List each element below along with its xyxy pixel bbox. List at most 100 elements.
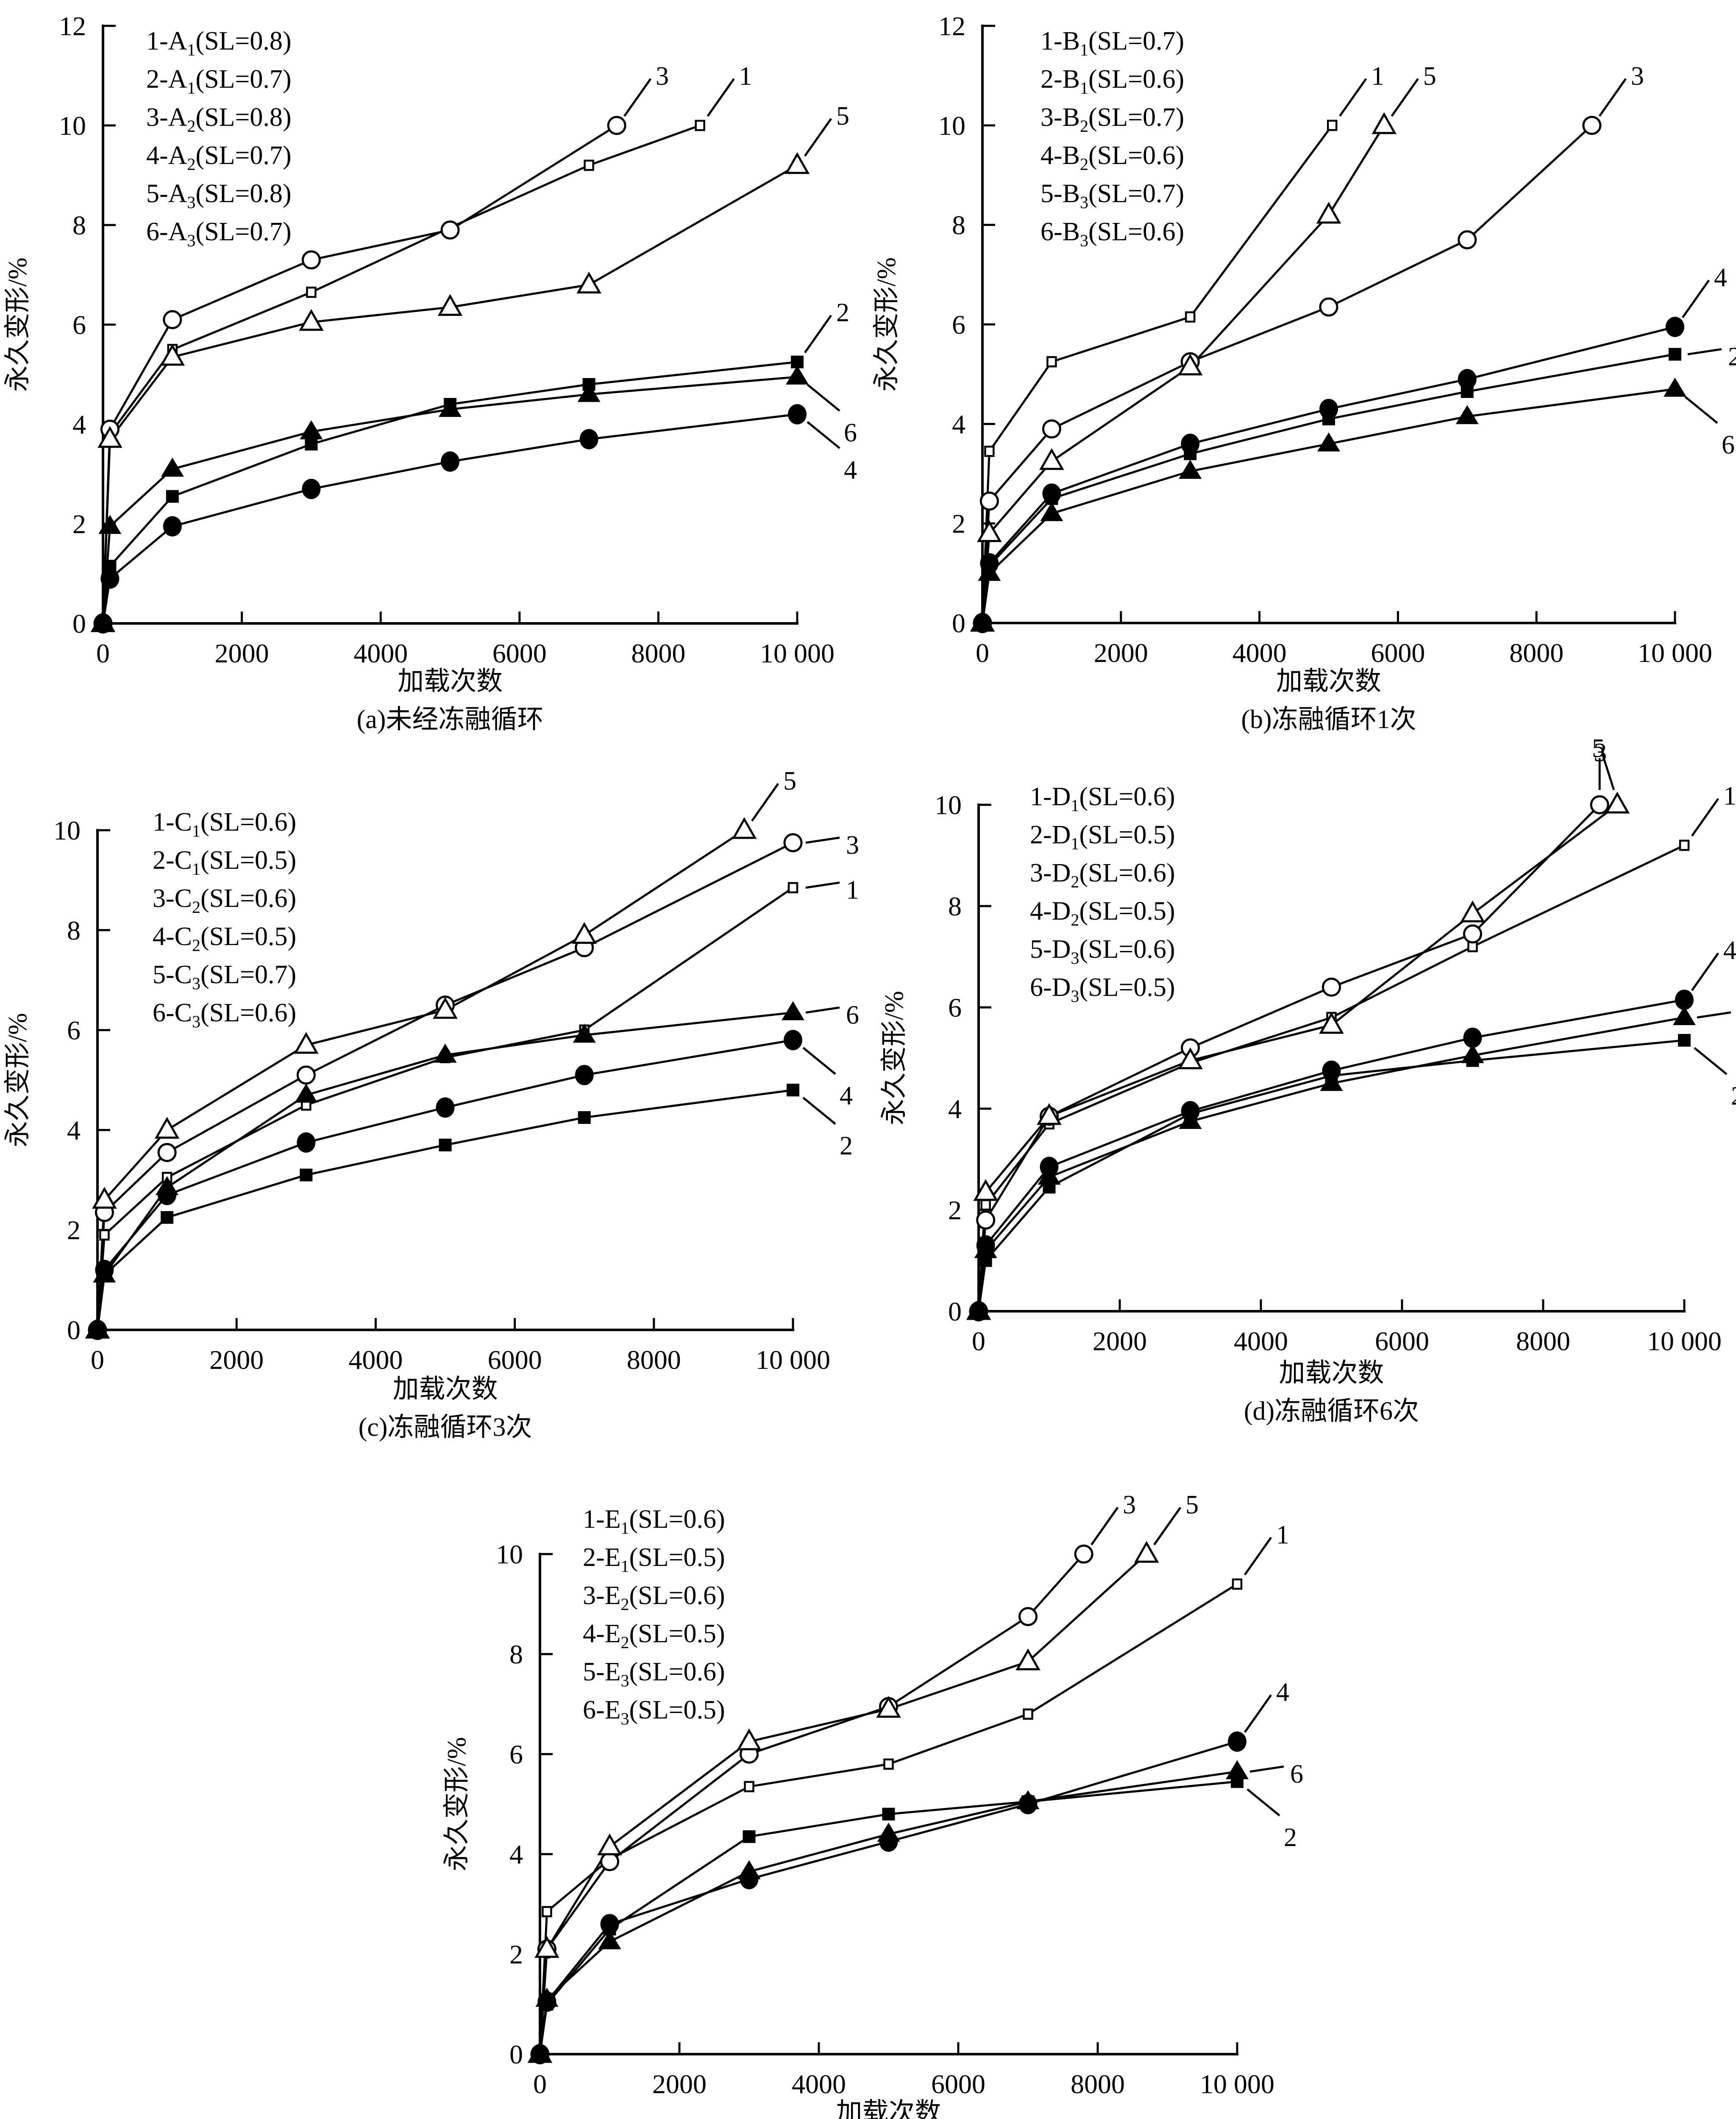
callout-leader-line — [751, 783, 779, 822]
marker-open-triangle — [1177, 353, 1203, 375]
x-tick-label: 10 000 — [756, 1345, 830, 1375]
legend-entry: 1-A1(SL=0.8) — [146, 27, 292, 59]
marker-open-triangle — [597, 1833, 622, 1855]
legend-entry-prefix: 3-D — [1030, 859, 1071, 887]
legend-entry: 6-B3(SL=0.6) — [1040, 217, 1184, 250]
legend-entry-suffix: (SL=0.7) — [200, 960, 296, 989]
marker-open-circle — [979, 491, 999, 511]
callout-leader-line — [1249, 1765, 1284, 1773]
x-tick-label: 4000 — [1232, 638, 1287, 668]
marker-filled-triangle — [434, 1043, 457, 1063]
marker-filled-square — [1669, 348, 1681, 361]
callout-label: 5 — [1592, 734, 1605, 763]
y-tick-label: 10 — [496, 1539, 523, 1569]
legend-entry-prefix: 3-E — [583, 1581, 621, 1610]
marker-open-triangle — [1178, 1047, 1203, 1069]
legend-entry-subscript: 2 — [187, 155, 195, 174]
legend-entry-suffix: (SL=0.6) — [629, 1657, 725, 1686]
marker-open-triangle — [1037, 1103, 1062, 1125]
marker-open-triangle — [1316, 202, 1341, 224]
y-tick-label: 6 — [67, 1015, 81, 1046]
legend-entry-subscript: 2 — [1071, 872, 1079, 891]
callout-leader-line — [1691, 798, 1719, 837]
callout-label: 5 — [1185, 1491, 1199, 1519]
y-tick-label: 2 — [509, 1939, 523, 1969]
legend-entry-subscript: 1 — [192, 859, 200, 879]
callout-6: 6 — [805, 1001, 859, 1029]
legend-entry-suffix: (SL=0.8) — [195, 179, 291, 208]
marker-open-triangle — [1134, 1541, 1159, 1563]
x-tick-label: 8000 — [1509, 638, 1564, 668]
legend-entry-prefix: 1-D — [1030, 782, 1071, 811]
y-tick-label: 8 — [952, 210, 965, 240]
callout-4: 4 — [1681, 263, 1727, 318]
legend-entry: 2-E1(SL=0.5) — [583, 1543, 725, 1576]
legend-entry-prefix: 2-D — [1030, 820, 1071, 849]
marker-open-triangle — [92, 1187, 117, 1209]
marker-open-circle — [600, 1852, 619, 1872]
legend: 1-C1(SL=0.6)2-C1(SL=0.5)3-C2(SL=0.6)4-C2… — [153, 808, 296, 1031]
marker-open-triangle — [973, 1179, 998, 1201]
callout-leader-line — [802, 1047, 836, 1075]
callout-3: 3 — [1594, 738, 1607, 790]
y-axis-title: 永久变形/% — [3, 1013, 32, 1147]
marker-filled-triangle — [1179, 1110, 1202, 1129]
marker-filled-triangle — [439, 398, 462, 417]
callout-3: 3 — [805, 831, 859, 859]
legend-entry-prefix: 5-D — [1030, 935, 1071, 964]
marker-filled-square — [161, 1211, 174, 1224]
chart-panel-d: 0 2 4 6 8 10 0 2000 4000 6000 8000 10 000 加载次数 永久变形/%… — [880, 734, 1736, 1426]
legend-entry-suffix: (SL=0.6) — [629, 1505, 725, 1534]
x-tick-label: 10 000 — [1638, 638, 1712, 668]
chart-caption: (a)未经冻融循环 — [357, 705, 544, 734]
legend-entry-suffix: (SL=0.6) — [1079, 782, 1175, 811]
callout-5: 5 — [751, 767, 796, 822]
marker-filled-triangle — [1320, 1072, 1343, 1091]
x-tick-label: 8000 — [631, 638, 685, 668]
marker-filled-square — [578, 1111, 591, 1124]
marker-filled-circle — [1463, 1027, 1482, 1048]
marker-filled-square — [882, 1808, 895, 1821]
y-tick-label: 8 — [509, 1639, 523, 1669]
y-tick-label: 12 — [59, 11, 86, 41]
callout-leader-line — [802, 1097, 836, 1125]
legend-entry-prefix: 5-C — [153, 960, 192, 989]
legend-entry-suffix: (SL=0.6) — [200, 884, 296, 913]
y-tick-label: 8 — [67, 915, 81, 945]
marker-filled-circle — [575, 1065, 594, 1085]
marker-filled-triangle — [92, 612, 114, 631]
callout-label: 1 — [739, 62, 752, 91]
callout-leader-line — [1687, 348, 1722, 356]
legend-entry-suffix: (SL=0.5) — [200, 846, 296, 875]
callout-1: 1 — [1691, 782, 1736, 837]
legend-entry-prefix: 4-A — [146, 141, 187, 170]
callout-4: 4 — [1691, 936, 1736, 991]
x-tick-label: 0 — [972, 1326, 985, 1356]
marker-open-circle — [163, 310, 182, 329]
y-tick-label: 0 — [509, 2039, 523, 2069]
callout-label: 3 — [1123, 1491, 1136, 1519]
legend-entry: 1-E1(SL=0.6) — [583, 1505, 725, 1538]
marker-open-triangle — [1605, 791, 1630, 814]
marker-filled-triangle — [161, 457, 184, 477]
callout-leader-line — [807, 384, 840, 412]
callout-label: 2 — [836, 298, 849, 327]
callout-label: 3 — [1631, 62, 1644, 91]
callout-leader-line — [1598, 78, 1627, 117]
callout-label: 4 — [1714, 263, 1727, 292]
legend: 1-A1(SL=0.8)2-A1(SL=0.7)3-A2(SL=0.8)4-A2… — [146, 27, 292, 250]
marker-open-triangle — [154, 1117, 180, 1139]
legend-entry: 5-A3(SL=0.8) — [146, 179, 292, 212]
marker-filled-square — [305, 438, 318, 450]
legend-entry-subscript: 3 — [187, 231, 195, 250]
marker-filled-triangle — [535, 1988, 559, 2007]
callout-3: 3 — [1598, 62, 1644, 117]
marker-open-circle — [976, 1210, 996, 1230]
callout-5: 5 — [1391, 62, 1436, 117]
legend-entry-suffix: (SL=0.6) — [200, 808, 296, 837]
legend-entry: 3-B2(SL=0.7) — [1040, 103, 1184, 136]
legend-entry-subscript: 2 — [187, 117, 195, 136]
legend-entry-subscript: 1 — [1080, 40, 1088, 59]
